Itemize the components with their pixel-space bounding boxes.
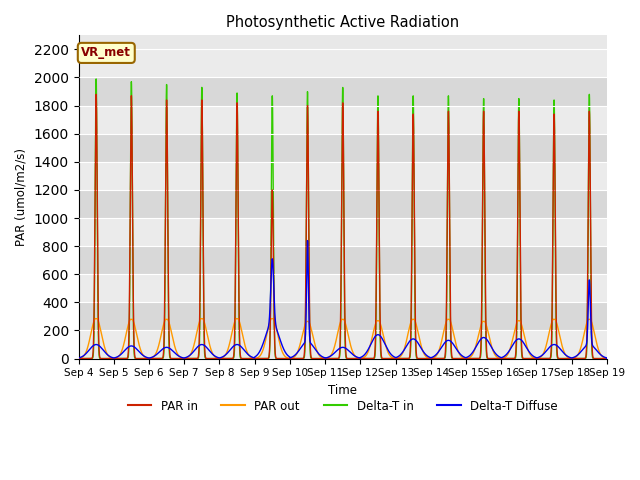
- Bar: [79, 190, 607, 218]
- Bar: [79, 302, 607, 330]
- Bar: [79, 134, 607, 162]
- Bar: [79, 77, 607, 106]
- Title: Photosynthetic Active Radiation: Photosynthetic Active Radiation: [226, 15, 460, 30]
- Bar: [79, 330, 607, 359]
- Bar: [79, 162, 607, 190]
- Bar: [79, 274, 607, 302]
- Y-axis label: PAR (umol/m2/s): PAR (umol/m2/s): [15, 148, 28, 246]
- Bar: [79, 49, 607, 77]
- Bar: [79, 106, 607, 134]
- Bar: [79, 218, 607, 246]
- Legend: PAR in, PAR out, Delta-T in, Delta-T Diffuse: PAR in, PAR out, Delta-T in, Delta-T Dif…: [123, 395, 563, 417]
- Text: VR_met: VR_met: [81, 47, 131, 60]
- X-axis label: Time: Time: [328, 384, 357, 397]
- Bar: [79, 246, 607, 274]
